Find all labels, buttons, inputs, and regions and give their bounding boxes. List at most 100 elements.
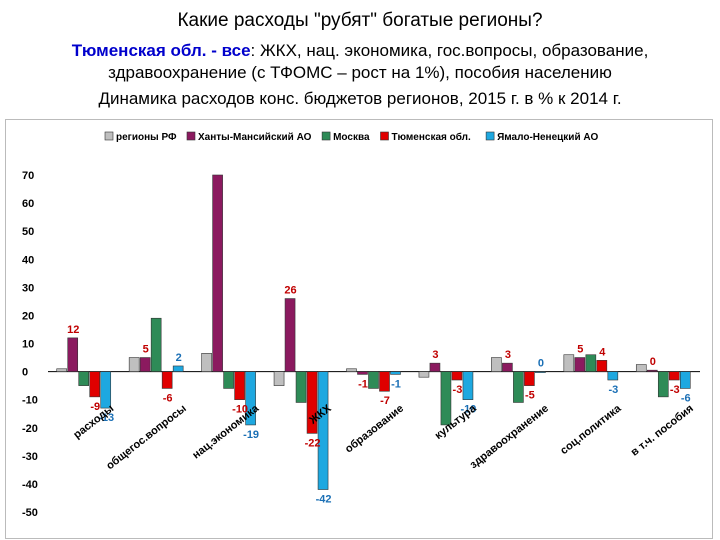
bar [585, 354, 597, 372]
bar [418, 371, 430, 378]
bar [234, 371, 245, 400]
data-label: -42 [316, 494, 332, 506]
category-label: здравоохранение [468, 402, 551, 471]
legend-label: регионы РФ [116, 132, 177, 143]
bar [668, 371, 680, 381]
data-label: -6 [681, 392, 691, 404]
data-label: -9 [90, 401, 100, 413]
bar [379, 371, 390, 392]
data-label: 2 [176, 352, 182, 364]
subtitle-line-1: Тюменская обл. - все: ЖКХ, нац. экономик… [0, 40, 720, 62]
data-label: 3 [432, 349, 438, 361]
subtitle-lead: Тюменская обл. - [71, 41, 222, 60]
y-tick-label: 60 [22, 198, 34, 210]
y-tick-label: -20 [22, 423, 38, 435]
data-label: -7 [380, 395, 390, 407]
data-label: 5 [143, 344, 149, 356]
y-tick-label: 0 [22, 367, 28, 379]
legend-swatch [104, 131, 114, 141]
category-label: культура [433, 402, 479, 442]
subtitle-all: все [221, 41, 251, 60]
chart-frame [5, 119, 713, 539]
bar [223, 371, 234, 389]
data-label: -3 [453, 384, 463, 396]
data-label: -10 [232, 404, 248, 416]
bar [201, 353, 212, 372]
bar [657, 371, 669, 398]
bar [574, 357, 586, 372]
legend-swatch [485, 131, 495, 141]
bar [284, 298, 296, 372]
bar [89, 371, 101, 398]
bar [212, 174, 223, 372]
data-label: 0 [650, 356, 656, 368]
bar [306, 371, 318, 434]
bar [128, 357, 140, 372]
data-label: -5 [525, 390, 535, 402]
bar [524, 371, 535, 386]
y-tick-label: 70 [22, 170, 34, 182]
bar [67, 337, 79, 372]
y-tick-label: 30 [22, 282, 34, 294]
bar [100, 371, 112, 409]
data-label: -10 [460, 404, 476, 416]
bar [502, 362, 513, 372]
bar [429, 362, 441, 372]
data-label: 26 [284, 285, 296, 297]
bar [440, 371, 452, 426]
legend-swatch [321, 131, 331, 141]
y-tick-label: -50 [22, 507, 38, 519]
page-title: Какие расходы "рубят" богатые регионы? [177, 10, 543, 31]
data-label: -3 [670, 384, 680, 396]
bar [607, 371, 619, 381]
y-tick-label: -40 [22, 479, 38, 491]
data-label: 12 [67, 324, 79, 336]
subtitle-rest: : ЖКХ, нац. экономика, гос.вопросы, обра… [250, 41, 649, 60]
bar [357, 371, 368, 375]
data-label: -1 [358, 378, 368, 390]
bar [491, 357, 502, 372]
data-label: -19 [243, 429, 259, 441]
bar [245, 371, 256, 426]
data-label: 5 [577, 344, 583, 356]
bar [56, 368, 68, 372]
bar [368, 371, 379, 389]
bar [679, 371, 691, 389]
data-label: -3 [608, 384, 618, 396]
y-tick-label: 20 [22, 310, 34, 322]
bar [172, 365, 184, 372]
bar [150, 317, 162, 372]
category-label: в т.ч. пособия [629, 402, 696, 458]
bar [563, 354, 575, 372]
legend-label: Москва [333, 132, 370, 143]
y-tick-label: 40 [22, 254, 34, 266]
y-tick-label: -30 [22, 451, 38, 463]
legend-swatch [186, 131, 196, 141]
chart-title: Динамика расходов конс. бюджетов регионо… [98, 89, 622, 108]
bar [317, 371, 329, 490]
bar [346, 368, 357, 372]
legend-label: Ямало-Ненецкий АО [497, 132, 598, 143]
data-label: -6 [163, 392, 173, 404]
bar [78, 371, 90, 386]
data-label: -13 [98, 412, 114, 424]
bar [535, 371, 546, 373]
data-label: -22 [305, 437, 321, 449]
data-label: 3 [505, 349, 511, 361]
bar [646, 369, 658, 372]
bar [513, 371, 524, 403]
data-label: 0 [538, 358, 544, 370]
bar [390, 371, 401, 375]
bar [139, 357, 151, 372]
legend-swatch [380, 131, 389, 141]
category-label: общегос.вопросы [104, 402, 189, 472]
category-label: образование [343, 402, 406, 455]
bar [295, 371, 307, 403]
y-tick-label: 50 [22, 226, 34, 238]
legend-label: Тюменская обл. [392, 131, 472, 143]
bar [273, 371, 285, 386]
bar [451, 371, 463, 381]
y-tick-label: 10 [22, 339, 34, 351]
category-label: соц.политика [558, 402, 624, 457]
